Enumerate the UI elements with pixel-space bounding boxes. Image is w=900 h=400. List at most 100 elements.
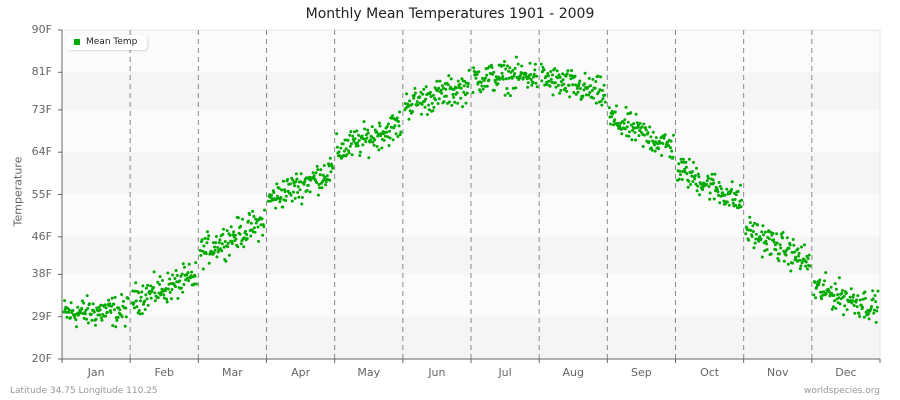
data-point	[180, 272, 184, 276]
data-point	[785, 236, 789, 240]
data-point	[696, 184, 700, 188]
data-point	[800, 245, 803, 249]
data-point	[239, 224, 243, 228]
data-point	[113, 308, 116, 312]
data-point	[98, 313, 102, 317]
data-point	[558, 91, 562, 95]
data-point	[230, 242, 234, 246]
data-point	[305, 176, 308, 180]
legend[interactable]: Mean Temp	[66, 35, 148, 50]
data-point	[228, 233, 232, 237]
data-point	[790, 250, 794, 254]
data-point	[615, 104, 618, 108]
data-point	[848, 295, 852, 299]
x-tick-label: Nov	[767, 366, 789, 379]
data-point	[504, 67, 508, 71]
data-point	[299, 180, 303, 184]
data-point	[268, 195, 272, 199]
data-point	[613, 118, 617, 122]
data-point	[680, 178, 684, 181]
data-point	[751, 224, 755, 228]
data-point	[485, 84, 489, 88]
data-point	[367, 156, 371, 160]
data-point	[838, 302, 842, 306]
data-point	[601, 97, 605, 101]
data-point	[834, 306, 838, 310]
data-point	[388, 129, 391, 133]
data-point	[566, 69, 570, 73]
data-point	[684, 165, 688, 169]
source-caption[interactable]: worldspecies.org	[803, 386, 880, 396]
data-point	[424, 85, 428, 89]
data-point	[318, 173, 322, 177]
data-point	[206, 237, 210, 241]
data-point	[806, 267, 809, 271]
data-point	[226, 241, 230, 245]
data-point	[342, 149, 346, 153]
data-point	[510, 76, 514, 80]
data-point	[852, 304, 856, 307]
data-point	[753, 241, 757, 245]
data-point	[753, 221, 757, 225]
data-point	[574, 92, 578, 96]
data-point	[343, 138, 347, 142]
data-point	[690, 170, 694, 174]
data-point	[386, 135, 390, 139]
data-point	[458, 82, 462, 86]
data-point	[600, 103, 604, 107]
data-point	[397, 120, 400, 123]
data-point	[567, 83, 571, 87]
data-point	[466, 85, 470, 88]
data-point	[626, 120, 630, 124]
data-point	[201, 267, 205, 271]
data-point	[222, 245, 226, 249]
data-point	[561, 78, 565, 82]
data-point	[520, 64, 524, 68]
data-point	[760, 230, 764, 234]
data-point	[153, 291, 157, 295]
data-point	[586, 85, 590, 89]
data-point	[144, 293, 148, 297]
data-point	[531, 81, 535, 85]
data-point	[164, 287, 168, 290]
data-point	[459, 86, 463, 90]
data-point	[832, 293, 836, 297]
y-tick-label: 81F	[31, 65, 52, 79]
data-point	[630, 138, 634, 142]
data-point	[769, 230, 773, 234]
data-point	[357, 133, 361, 137]
data-point	[483, 84, 487, 88]
data-point	[548, 84, 552, 88]
data-point	[527, 76, 531, 80]
data-point	[508, 66, 512, 70]
data-point	[416, 103, 420, 107]
data-point	[616, 121, 620, 125]
data-point	[849, 287, 853, 291]
data-point	[823, 279, 826, 283]
data-point	[795, 259, 799, 263]
data-point	[412, 96, 416, 100]
data-point	[561, 72, 565, 76]
data-point	[90, 318, 94, 322]
data-point	[546, 74, 550, 78]
data-point	[245, 237, 249, 240]
data-point	[137, 309, 141, 312]
data-point	[629, 123, 633, 127]
data-point	[385, 125, 389, 129]
data-point	[593, 86, 597, 90]
data-point	[455, 91, 459, 95]
data-point	[82, 301, 86, 305]
data-point	[555, 69, 559, 73]
data-point	[836, 293, 840, 297]
data-point	[350, 142, 353, 146]
data-point	[781, 231, 785, 234]
data-point	[315, 181, 319, 184]
data-point	[761, 224, 765, 228]
y-tick-label: 38F	[31, 267, 52, 281]
data-point	[875, 305, 879, 309]
data-point	[771, 231, 775, 235]
data-point	[592, 96, 595, 100]
data-point	[224, 259, 228, 263]
data-point	[644, 126, 648, 130]
data-point	[636, 123, 640, 127]
